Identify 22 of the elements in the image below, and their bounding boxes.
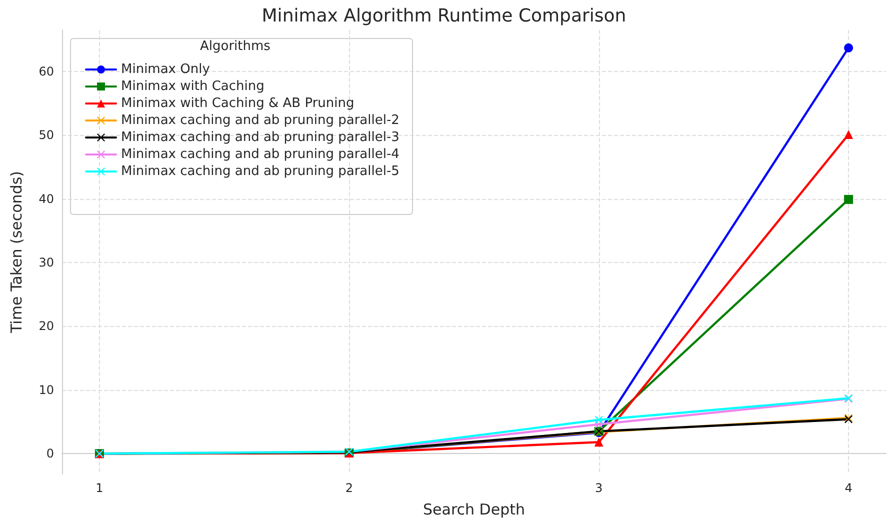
y-axis-title: Time Taken (seconds) <box>8 170 26 334</box>
y-tick-label: 50 <box>38 128 54 142</box>
legend-label: Minimax caching and ab pruning parallel-4 <box>121 147 400 162</box>
y-tick-label: 60 <box>38 64 54 78</box>
chart-title: Minimax Algorithm Runtime Comparison <box>262 6 626 26</box>
y-tick-label: 0 <box>46 446 54 461</box>
legend-label: Minimax caching and ab pruning parallel-3 <box>121 130 400 145</box>
x-tick-label: 1 <box>96 481 104 495</box>
legend-label: Minimax with Caching & AB Pruning <box>121 96 354 111</box>
x-tick-label: 4 <box>844 481 852 495</box>
legend-title: Algorithms <box>200 39 271 54</box>
y-tick-label: 40 <box>38 192 54 206</box>
x-tick-label: 2 <box>345 481 353 495</box>
legend-label: Minimax caching and ab pruning parallel-5 <box>121 164 400 179</box>
y-tick-label: 10 <box>38 382 54 397</box>
y-tick-label: 20 <box>38 319 54 334</box>
legend-label: Minimax with Caching <box>121 79 264 94</box>
y-tick-label: 30 <box>38 256 54 270</box>
legend-label: Minimax caching and ab pruning parallel-2 <box>121 113 400 128</box>
x-tick-label: 3 <box>595 481 603 495</box>
legend-label: Minimax Only <box>121 62 210 77</box>
x-axis-title: Search Depth <box>423 500 525 518</box>
